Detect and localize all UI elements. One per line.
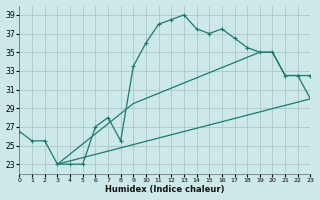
X-axis label: Humidex (Indice chaleur): Humidex (Indice chaleur) [105, 185, 225, 194]
